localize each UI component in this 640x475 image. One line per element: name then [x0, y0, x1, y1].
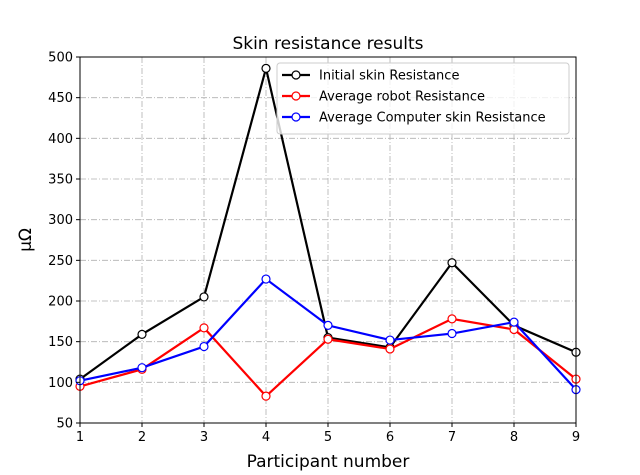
- y-tick-label: 450: [48, 91, 73, 106]
- data-point: [509, 317, 519, 327]
- x-tick-label: 7: [448, 430, 456, 445]
- data-point: [323, 334, 333, 344]
- y-tick-label: 400: [48, 132, 73, 147]
- y-tick-label: 250: [48, 254, 73, 269]
- legend-marker: [291, 91, 301, 101]
- data-point: [385, 335, 395, 345]
- legend-marker: [291, 112, 301, 122]
- data-point: [199, 323, 209, 333]
- y-tick-label: 500: [48, 51, 73, 66]
- x-tick-label: 9: [572, 430, 580, 445]
- data-point: [385, 344, 395, 354]
- y-tick-label: 150: [48, 335, 73, 350]
- legend-item: Average Computer skin Resistance: [282, 111, 546, 126]
- legend-label: Average robot Resistance: [319, 90, 485, 105]
- legend: Initial skin Resistance Average robot Res…: [276, 62, 570, 135]
- x-tick-label: 6: [386, 430, 394, 445]
- y-axis-label: μΩ: [16, 228, 36, 252]
- x-tick-label: 5: [324, 430, 332, 445]
- data-point: [261, 274, 271, 284]
- data-point: [323, 320, 333, 330]
- x-axis-label: Participant number: [247, 452, 410, 472]
- data-point: [137, 363, 147, 373]
- data-point: [261, 391, 271, 401]
- data-point: [261, 63, 271, 73]
- data-point: [447, 314, 457, 324]
- x-tick-label: 1: [76, 430, 84, 445]
- data-point: [137, 329, 147, 339]
- legend-box: [276, 62, 570, 135]
- chart-title: Skin resistance results: [232, 34, 423, 54]
- legend-marker: [291, 70, 301, 80]
- data-point: [447, 258, 457, 268]
- axis-ticks: 1 2 3 4 5 6 7 8 9 50 100 150 200 250 300 350 400 450 500: [48, 51, 580, 446]
- y-tick-label: 50: [56, 417, 73, 432]
- x-tick-label: 8: [510, 430, 518, 445]
- data-point: [199, 292, 209, 302]
- series-group: [75, 63, 581, 401]
- y-tick-label: 300: [48, 213, 73, 228]
- y-tick-label: 350: [48, 173, 73, 188]
- legend-item: Initial skin Resistance: [282, 69, 459, 84]
- x-tick-label: 2: [138, 430, 146, 445]
- x-tick-label: 3: [200, 430, 208, 445]
- data-point: [199, 341, 209, 352]
- data-point: [447, 328, 457, 339]
- x-tick-label: 4: [262, 430, 270, 445]
- legend-label: Initial skin Resistance: [319, 69, 459, 84]
- y-tick-label: 100: [48, 376, 73, 391]
- legend-item: Average robot Resistance: [282, 90, 485, 105]
- y-tick-label: 200: [48, 295, 73, 310]
- legend-label: Average Computer skin Resistance: [319, 111, 546, 126]
